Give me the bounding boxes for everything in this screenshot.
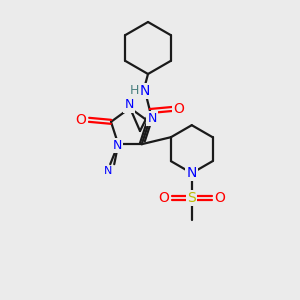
Text: N: N (124, 98, 134, 112)
Text: N: N (140, 84, 150, 98)
Text: H: H (129, 85, 139, 98)
Text: N: N (147, 112, 157, 125)
Text: N: N (104, 166, 112, 176)
Text: O: O (214, 191, 225, 205)
Text: O: O (174, 102, 184, 116)
Text: O: O (158, 191, 169, 205)
Text: N: N (187, 166, 197, 180)
Text: N: N (112, 139, 122, 152)
Text: S: S (188, 191, 196, 205)
Text: O: O (76, 113, 86, 127)
